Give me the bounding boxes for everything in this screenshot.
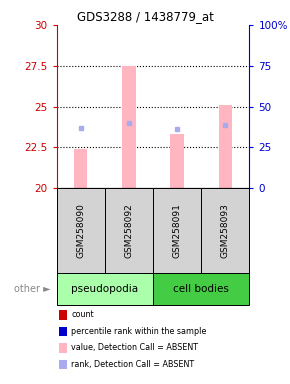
- Text: GSM258093: GSM258093: [221, 203, 230, 258]
- Text: GDS3288 / 1438779_at: GDS3288 / 1438779_at: [77, 10, 213, 23]
- Text: cell bodies: cell bodies: [173, 284, 229, 294]
- Bar: [153, 188, 201, 273]
- Bar: [201, 188, 249, 273]
- Text: count: count: [71, 310, 94, 319]
- Text: value, Detection Call = ABSENT: value, Detection Call = ABSENT: [71, 343, 198, 353]
- Text: rank, Detection Call = ABSENT: rank, Detection Call = ABSENT: [71, 360, 194, 369]
- Bar: [74, 149, 87, 188]
- Text: percentile rank within the sample: percentile rank within the sample: [71, 327, 206, 336]
- Text: other ►: other ►: [14, 284, 51, 294]
- Text: GSM258092: GSM258092: [124, 203, 133, 258]
- Bar: [57, 188, 105, 273]
- Bar: [219, 105, 232, 188]
- Bar: [57, 273, 153, 305]
- Text: pseudopodia: pseudopodia: [71, 284, 138, 294]
- Bar: [122, 66, 136, 188]
- Bar: [105, 188, 153, 273]
- Bar: [170, 134, 184, 188]
- Bar: [153, 273, 249, 305]
- Text: GSM258091: GSM258091: [173, 203, 182, 258]
- Text: GSM258090: GSM258090: [76, 203, 85, 258]
